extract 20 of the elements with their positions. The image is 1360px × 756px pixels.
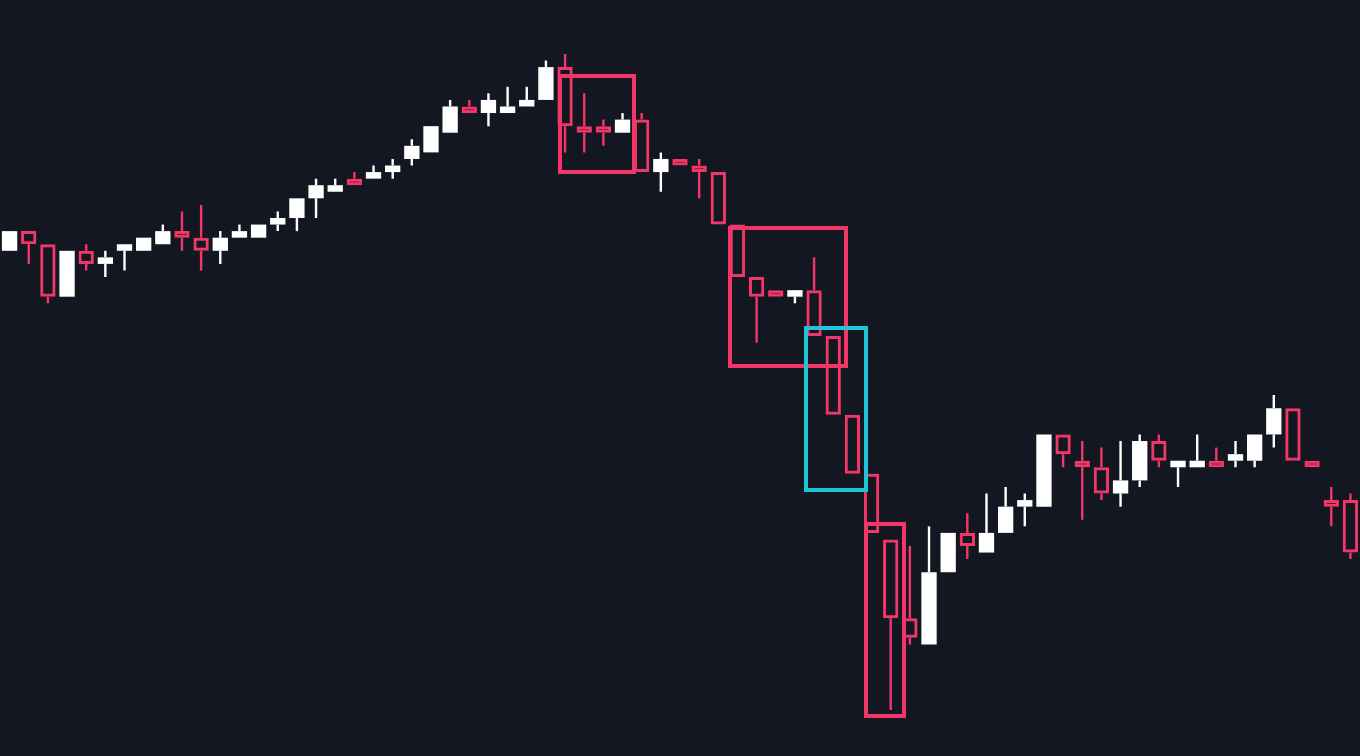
- candlestick: [614, 111, 631, 133]
- candlestick: [365, 164, 382, 179]
- candlestick: [1112, 439, 1129, 508]
- candlestick: [978, 492, 995, 553]
- candlestick: [1227, 439, 1244, 469]
- candlestick: [921, 525, 937, 645]
- candlestick: [499, 85, 516, 114]
- candlestick: [1246, 434, 1263, 469]
- candlestick: [653, 151, 669, 193]
- candlestick: [1132, 433, 1148, 489]
- candlestick: [997, 485, 1014, 533]
- candlestick: [480, 92, 497, 128]
- candlestick: [212, 229, 228, 266]
- candlestick: [308, 177, 324, 220]
- candlestick: [404, 138, 420, 167]
- candlestick: [1266, 393, 1282, 449]
- candlestick: [231, 223, 248, 238]
- candlestick: [97, 249, 114, 279]
- candlestick: [116, 244, 133, 272]
- candlestick: [1017, 492, 1033, 528]
